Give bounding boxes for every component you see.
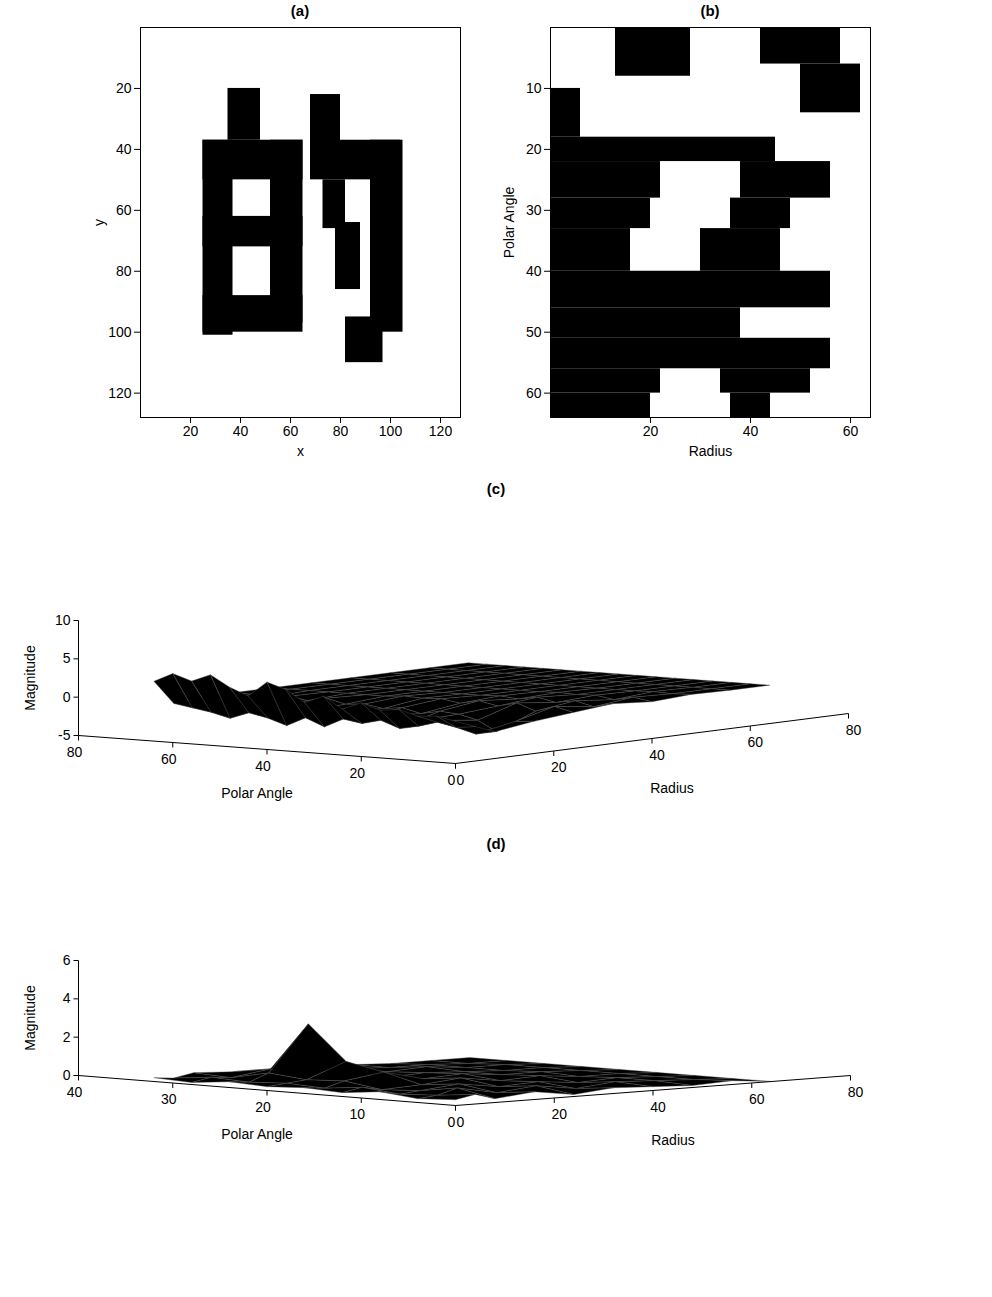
svg-text:30: 30 bbox=[526, 202, 542, 218]
html-text:(b): (b) bbox=[700, 2, 720, 19]
svg-text:60: 60 bbox=[749, 1091, 765, 1107]
svg-text:50: 50 bbox=[526, 324, 542, 340]
svg-text:80: 80 bbox=[116, 263, 132, 279]
svg-text:80: 80 bbox=[846, 722, 862, 738]
svg-text:4: 4 bbox=[63, 990, 71, 1006]
svg-text:60: 60 bbox=[116, 202, 132, 218]
svg-text:0: 0 bbox=[457, 1114, 465, 1130]
svg-text:0: 0 bbox=[448, 1114, 456, 1130]
svg-text:Radius: Radius bbox=[689, 443, 733, 459]
svg-text:120: 120 bbox=[429, 423, 453, 439]
svg-text:40: 40 bbox=[116, 141, 132, 157]
svg-text:120: 120 bbox=[108, 385, 132, 401]
svg-text:20: 20 bbox=[116, 80, 132, 96]
svg-text:40: 40 bbox=[255, 758, 271, 774]
svg-text:x: x bbox=[297, 443, 304, 459]
svg-text:60: 60 bbox=[283, 423, 299, 439]
html-text:(a): (a) bbox=[290, 2, 310, 19]
svg-text:100: 100 bbox=[108, 324, 132, 340]
svg-text:Polar Angle: Polar Angle bbox=[221, 1126, 293, 1142]
svg-text:40: 40 bbox=[649, 747, 665, 763]
svg-text:80: 80 bbox=[333, 423, 349, 439]
svg-text:Magnitude: Magnitude bbox=[22, 985, 38, 1051]
svg-text:60: 60 bbox=[161, 751, 177, 767]
svg-text:60: 60 bbox=[526, 385, 542, 401]
svg-text:80: 80 bbox=[67, 744, 83, 760]
svg-text:0: 0 bbox=[63, 1067, 71, 1083]
html-text:(c): (c) bbox=[486, 480, 506, 497]
svg-text:20: 20 bbox=[349, 765, 365, 781]
svg-text:0: 0 bbox=[63, 689, 71, 705]
svg-text:100: 100 bbox=[379, 423, 403, 439]
svg-text:20: 20 bbox=[526, 141, 542, 157]
svg-text:20: 20 bbox=[255, 1099, 271, 1115]
svg-text:40: 40 bbox=[67, 1084, 83, 1100]
svg-text:20: 20 bbox=[183, 423, 199, 439]
svg-text:Polar Angle: Polar Angle bbox=[221, 785, 293, 801]
svg-text:60: 60 bbox=[843, 423, 859, 439]
svg-text:Magnitude: Magnitude bbox=[22, 645, 38, 711]
svg-text:30: 30 bbox=[161, 1091, 177, 1107]
svg-text:20: 20 bbox=[551, 1106, 567, 1122]
svg-text:40: 40 bbox=[743, 423, 759, 439]
html-text:(d): (d) bbox=[486, 835, 506, 852]
svg-text:10: 10 bbox=[526, 80, 542, 96]
svg-text:6: 6 bbox=[63, 952, 71, 968]
svg-text:5: 5 bbox=[63, 650, 71, 666]
svg-text:20: 20 bbox=[643, 423, 659, 439]
svg-text:40: 40 bbox=[650, 1099, 666, 1115]
svg-text:-5: -5 bbox=[58, 727, 71, 743]
svg-text:Polar Angle: Polar Angle bbox=[501, 186, 517, 258]
svg-text:10: 10 bbox=[55, 612, 71, 628]
svg-text:y: y bbox=[91, 219, 107, 226]
svg-text:10: 10 bbox=[349, 1106, 365, 1122]
svg-text:40: 40 bbox=[526, 263, 542, 279]
svg-text:80: 80 bbox=[848, 1084, 864, 1100]
svg-text:40: 40 bbox=[233, 423, 249, 439]
svg-text:Radius: Radius bbox=[650, 780, 694, 796]
svg-text:2: 2 bbox=[63, 1029, 71, 1045]
svg-text:Radius: Radius bbox=[651, 1132, 695, 1148]
svg-text:20: 20 bbox=[551, 759, 567, 775]
svg-text:0: 0 bbox=[457, 772, 465, 788]
svg-text:0: 0 bbox=[448, 772, 456, 788]
svg-text:60: 60 bbox=[747, 734, 763, 750]
